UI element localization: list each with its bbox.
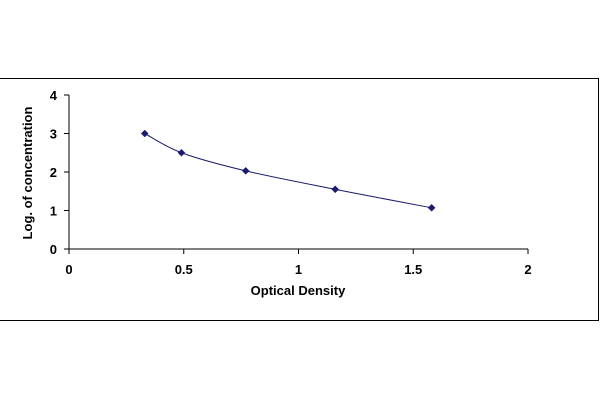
- y-tick-label: 1: [50, 204, 57, 219]
- x-tick-label: 2: [524, 262, 531, 277]
- y-tick-label: 0: [50, 242, 57, 257]
- y-axis-title: Log. of concentration: [20, 107, 35, 240]
- data-point: [140, 129, 149, 138]
- y-tick-label: 2: [50, 165, 57, 180]
- data-point: [241, 166, 250, 175]
- x-axis-title: Optical Density: [251, 283, 346, 298]
- x-tick-label: 1.5: [404, 262, 422, 277]
- y-tick-label: 3: [50, 127, 57, 142]
- x-tick-label: 0.5: [175, 262, 193, 277]
- x-tick-label: 1: [295, 262, 302, 277]
- x-tick-label: 0: [65, 262, 72, 277]
- data-point: [331, 185, 340, 194]
- y-tick-label: 4: [50, 88, 58, 103]
- data-points: [140, 129, 436, 212]
- chart-frame: [0, 78, 599, 321]
- ticks: 0 0.5 1 1.5 2 0 1 2 3 4: [50, 88, 532, 277]
- fitted-curve: [144, 133, 432, 209]
- curve: [144, 133, 432, 209]
- axes: [68, 95, 528, 250]
- data-point: [177, 148, 186, 157]
- data-point: [427, 203, 436, 212]
